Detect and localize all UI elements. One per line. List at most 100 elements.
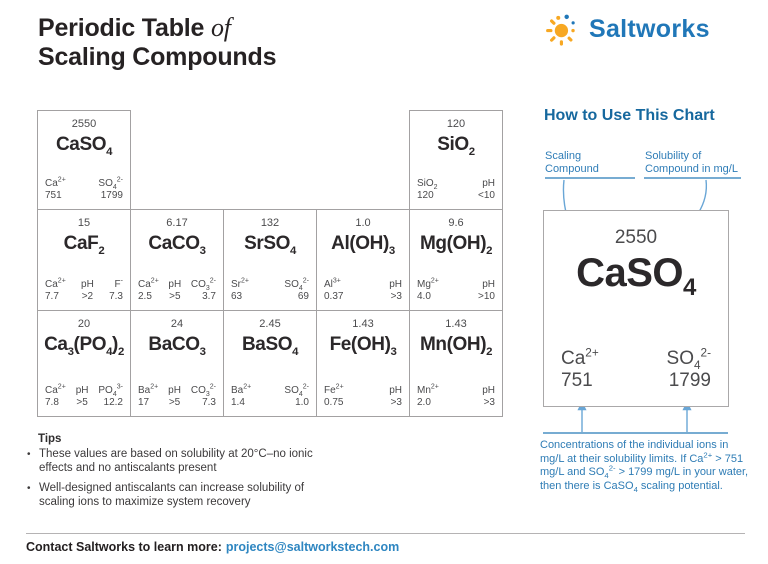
ion-value: 7.3 bbox=[202, 397, 216, 408]
ion-limits: Mg2+ 4.0 pH >10 bbox=[410, 277, 502, 310]
tips-heading: Tips bbox=[38, 433, 62, 445]
ion-label: pH bbox=[75, 385, 89, 396]
ion-label: pH bbox=[389, 385, 402, 396]
compound-formula: Ca3(PO4)2 bbox=[44, 334, 124, 358]
ion: pH >10 bbox=[478, 279, 495, 303]
ion-label: SO42- bbox=[98, 176, 123, 191]
saltworks-logo: Saltworks bbox=[544, 10, 710, 48]
tip-item: These values are based on solubility at … bbox=[26, 448, 332, 475]
ion-label: SO42- bbox=[284, 277, 309, 292]
sun-icon bbox=[546, 14, 575, 46]
ion: pH >3 bbox=[389, 279, 402, 303]
compound-cell-caco3: 6.17 CaCO3 Ca2+ 2.5 pH >5 CO32- 3.7 bbox=[130, 209, 224, 311]
ion-value: 7.7 bbox=[45, 291, 59, 302]
ion-value: 3.7 bbox=[202, 291, 216, 302]
compound-formula: Mn(OH)2 bbox=[419, 334, 493, 358]
compound-formula: SrSO4 bbox=[244, 233, 296, 257]
ion-label: Ca2+ bbox=[45, 383, 66, 396]
ion-label: Mg2+ bbox=[417, 277, 439, 290]
compound-formula: CaSO4 bbox=[55, 134, 113, 158]
ion: SO42- 69 bbox=[284, 277, 309, 303]
compound-cell-ca3po42: 20 Ca3(PO4)2 Ca2+ 7.8 pH >5 PO43- 12.2 bbox=[37, 310, 131, 417]
ion-label: Al3+ bbox=[324, 277, 341, 290]
ion: Ca2+ 751 bbox=[45, 177, 66, 202]
ion-label: Sr2+ bbox=[231, 277, 249, 290]
title-italic: of bbox=[210, 13, 231, 42]
ion-value: >3 bbox=[390, 291, 402, 302]
solubility-value: 20 bbox=[77, 318, 91, 330]
solubility-value: 6.17 bbox=[166, 217, 188, 229]
solubility-value: 1.43 bbox=[445, 318, 467, 330]
ion: SO42- 1799 bbox=[667, 347, 711, 392]
ion: Fe2+ 0.75 bbox=[324, 383, 344, 409]
ion-limits: Ba2+ 17 pH >5 CO32- 7.3 bbox=[131, 383, 223, 416]
ion-value: <10 bbox=[478, 190, 495, 201]
ion-value: >5 bbox=[76, 397, 88, 408]
page-title: Periodic Table of Scaling Compounds bbox=[38, 13, 276, 72]
ion-value: 1799 bbox=[668, 370, 711, 391]
solubility-value: 2.45 bbox=[259, 318, 281, 330]
solubility-value: 1.43 bbox=[352, 318, 374, 330]
ion-label: pH bbox=[168, 279, 182, 290]
ion: Ca2+ 7.8 bbox=[45, 383, 66, 409]
ion-limits: Al3+ 0.37 pH >3 bbox=[317, 277, 409, 310]
solubility-value: 2550 bbox=[614, 227, 658, 248]
ion-value: >5 bbox=[169, 291, 181, 302]
ion: Ca2+ 751 bbox=[561, 346, 599, 392]
ion: pH >2 bbox=[81, 279, 94, 303]
ion: pH <10 bbox=[478, 178, 495, 202]
ion: Ca2+ 2.5 bbox=[138, 278, 159, 303]
ion-label: Fe2+ bbox=[324, 383, 344, 396]
compound-formula: CaCO3 bbox=[148, 233, 206, 257]
ion: pH >3 bbox=[482, 385, 495, 409]
contact-email-link[interactable]: projects@saltworkstech.com bbox=[225, 540, 400, 554]
ion: Ca2+ 7.7 bbox=[45, 278, 66, 303]
solubility-value: 9.6 bbox=[448, 217, 464, 229]
compound-formula: CaSO4 bbox=[576, 251, 696, 301]
brand-name: Saltworks bbox=[589, 14, 710, 43]
ion-label: Ba2+ bbox=[138, 383, 159, 396]
ion: pH >5 bbox=[168, 279, 181, 303]
label-scaling-compound: Scaling Compound bbox=[545, 150, 599, 175]
ion: Mn2+ 2.0 bbox=[417, 384, 439, 409]
compound-cell-baco3: 24 BaCO3 Ba2+ 17 pH >5 CO32- 7.3 bbox=[130, 310, 224, 417]
ion-value: >3 bbox=[483, 397, 495, 408]
compound-cell-feoh3: 1.43 Fe(OH)3 Fe2+ 0.75 pH >3 bbox=[316, 310, 410, 417]
ion-limits: Mn2+ 2.0 pH >3 bbox=[410, 384, 502, 416]
compound-formula: BaSO4 bbox=[241, 334, 299, 358]
compound-formula: Al(OH)3 bbox=[331, 233, 395, 257]
ion-value: >10 bbox=[478, 291, 495, 302]
compound-cell-sio2: 120 SiO2 SiO2 120 pH <10 bbox=[409, 110, 503, 210]
solubility-value: 120 bbox=[446, 118, 466, 130]
ion-value: 7.3 bbox=[109, 291, 123, 302]
ion-label: PO43- bbox=[98, 383, 123, 398]
compound-cell-srso4: 132 SrSO4 Sr2+ 63 SO42- 69 bbox=[223, 209, 317, 311]
ion: Al3+ 0.37 bbox=[324, 277, 343, 303]
title-bold-2: Scaling Compounds bbox=[38, 43, 277, 71]
ion-value: 751 bbox=[45, 190, 62, 201]
ion: Ba2+ 17 bbox=[138, 383, 159, 409]
compound-cell-example-caso4: 2550 CaSO4 Ca2+ 751 SO42- 1799 bbox=[543, 210, 729, 407]
ion: pH >3 bbox=[389, 385, 402, 409]
tip-item: Well-designed antiscalants can increase … bbox=[26, 482, 332, 509]
ion-value: 63 bbox=[231, 291, 243, 302]
compound-cell-mgoh2: 9.6 Mg(OH)2 Mg2+ 4.0 pH >10 bbox=[409, 209, 503, 311]
ion: Sr2+ 63 bbox=[231, 277, 249, 303]
compound-cell-caf2: 15 CaF2 Ca2+ 7.7 pH >2 F- 7.3 bbox=[37, 209, 131, 311]
compound-formula: Mg(OH)2 bbox=[419, 233, 493, 257]
ion-limits: Ba2+ 1.4 SO42- 1.0 bbox=[224, 384, 316, 416]
ion-value: 120 bbox=[417, 190, 434, 201]
footer: Contact Saltworks to learn more: projects… bbox=[26, 540, 399, 554]
compound-cell-mnoh2: 1.43 Mn(OH)2 Mn2+ 2.0 pH >3 bbox=[409, 310, 503, 417]
ion-limits: Fe2+ 0.75 pH >3 bbox=[317, 383, 409, 416]
ion-label: Ca2+ bbox=[561, 346, 599, 369]
footer-divider bbox=[26, 533, 745, 534]
ion-label: pH bbox=[482, 279, 495, 290]
ion: SO42- 1.0 bbox=[284, 384, 309, 409]
ion-value: 1.4 bbox=[231, 397, 245, 408]
ion-label: F- bbox=[114, 277, 123, 290]
ion-limits: Ca2+ 7.7 pH >2 F- 7.3 bbox=[38, 277, 130, 310]
ion: SiO2 120 bbox=[417, 178, 438, 202]
ion-limits: Ca2+ 751 SO42- 1799 bbox=[544, 346, 728, 406]
ion-value: >5 bbox=[168, 397, 181, 408]
